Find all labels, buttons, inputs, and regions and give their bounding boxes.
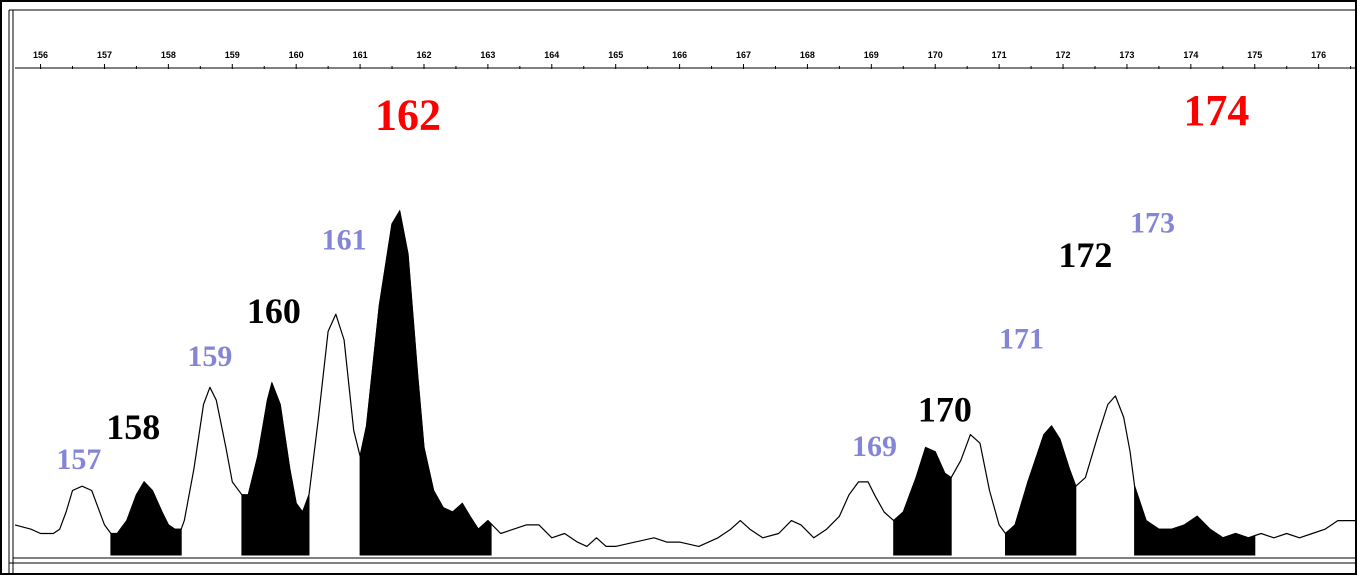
x-tick-label: 163 (480, 50, 495, 60)
x-tick-label: 165 (608, 50, 623, 60)
peak-label: 174 (1183, 86, 1249, 135)
trace-line (14, 210, 1357, 547)
x-tick-label: 176 (1311, 50, 1326, 60)
peak-label: 158 (106, 407, 160, 447)
peak-label: 160 (247, 291, 301, 331)
peak-label: 170 (918, 390, 972, 430)
peak-label: 172 (1058, 235, 1112, 275)
x-tick-label: 166 (672, 50, 687, 60)
x-tick-label: 170 (928, 50, 943, 60)
x-tick-label: 173 (1119, 50, 1134, 60)
x-tick-label: 160 (289, 50, 304, 60)
x-tick-label: 172 (1056, 50, 1071, 60)
peak-label: 162 (375, 90, 441, 139)
x-tick-label: 164 (544, 50, 559, 60)
x-tick-label: 171 (992, 50, 1007, 60)
x-axis: 156 157 158 159 160 161 162 163 164 165 166 167 168 1… (15, 50, 1357, 69)
x-tick-label: 157 (97, 50, 112, 60)
peak-label: 171 (999, 323, 1044, 356)
peak-label: 173 (1130, 207, 1175, 240)
x-tick-label: 175 (1247, 50, 1262, 60)
x-tick-label: 156 (33, 50, 48, 60)
x-tick-label: 169 (864, 50, 879, 60)
signal-trace (14, 210, 1357, 547)
peak-label: 159 (187, 340, 232, 373)
x-tick-label: 174 (1183, 50, 1198, 60)
x-tick-label: 168 (800, 50, 815, 60)
x-tick-label: 162 (416, 50, 431, 60)
peak-label: 169 (852, 430, 897, 463)
peak-label: 161 (322, 224, 367, 257)
x-tick-label: 161 (353, 50, 368, 60)
peak-label: 157 (56, 443, 101, 476)
x-tick-label: 167 (736, 50, 751, 60)
x-tick-label: 159 (225, 50, 240, 60)
x-tick-label: 158 (161, 50, 176, 60)
